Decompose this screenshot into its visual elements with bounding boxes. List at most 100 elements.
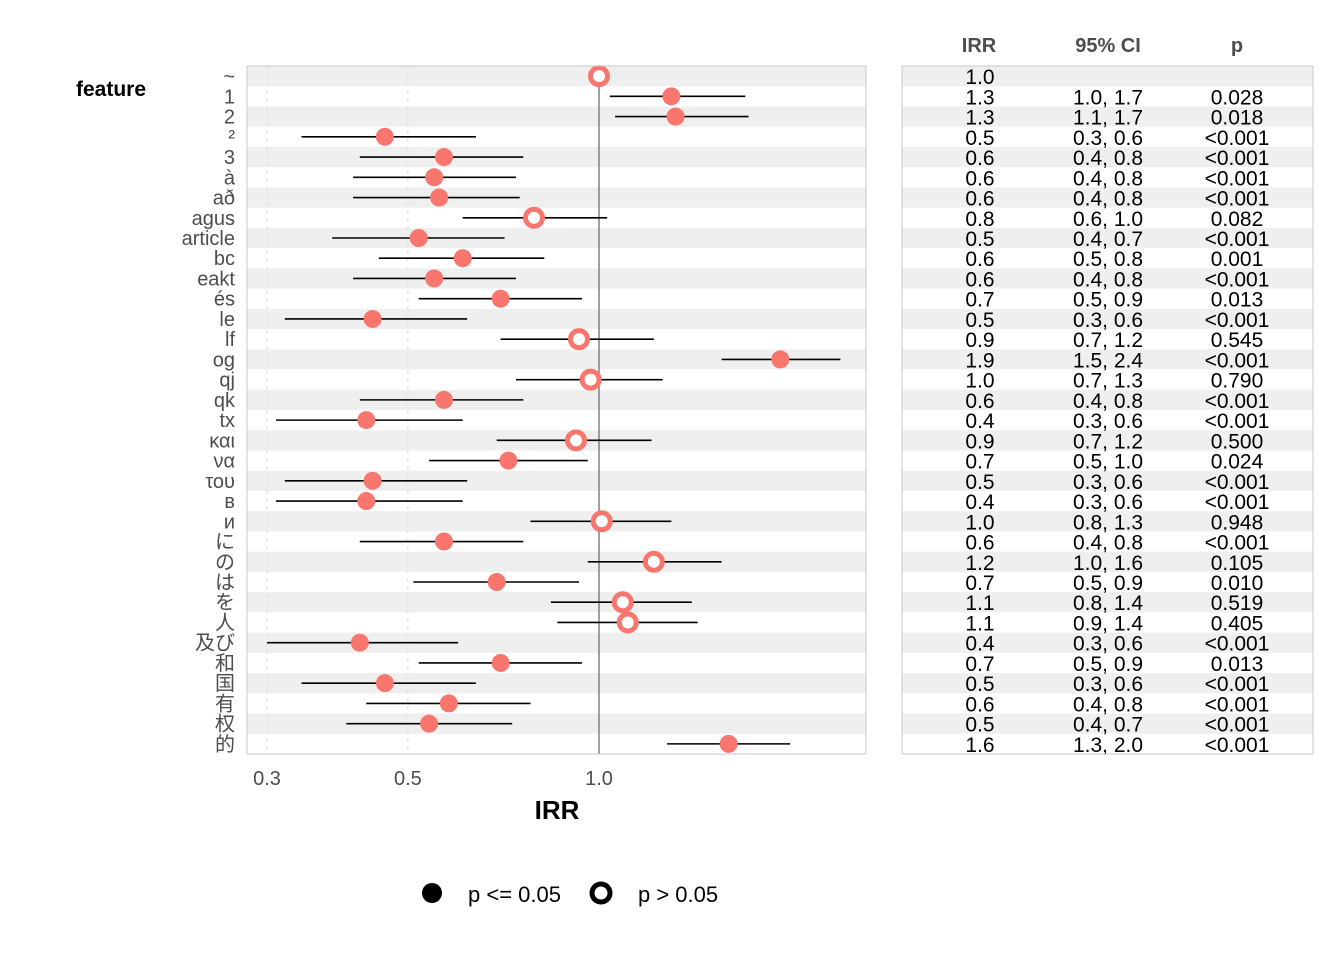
table-ci: 0.3, 0.6 xyxy=(1073,471,1143,494)
estimate-point-filled xyxy=(453,249,472,268)
feature-label: 和 xyxy=(215,652,235,675)
feature-label: 国 xyxy=(215,673,235,695)
plot-band xyxy=(247,227,866,249)
table-ci: 0.4, 0.8 xyxy=(1073,390,1143,413)
table-band xyxy=(902,673,1313,694)
table-irr: 1.0 xyxy=(965,511,994,534)
table-irr: 0.8 xyxy=(965,208,994,231)
feature-labels: ~12²3àaðagusarticlebceaktéslelfogqjqktxκ… xyxy=(182,66,236,756)
table-p: <0.001 xyxy=(1205,410,1270,433)
table-band xyxy=(902,470,1313,491)
table-irr: 1.9 xyxy=(965,349,994,372)
table-band xyxy=(902,146,1313,168)
table-p: 0.013 xyxy=(1211,653,1264,676)
table-p: 0.105 xyxy=(1211,552,1264,575)
table-band xyxy=(902,106,1313,127)
table-p: 0.519 xyxy=(1211,592,1264,615)
table-p: <0.001 xyxy=(1205,633,1270,656)
grid-lines xyxy=(266,66,409,754)
table-ci: 1.3, 2.0 xyxy=(1073,734,1143,757)
table-p: <0.001 xyxy=(1205,268,1270,291)
table-irr: 0.4 xyxy=(965,491,995,514)
estimate-point-hollow xyxy=(616,611,639,634)
legend-filled-marker xyxy=(422,883,442,903)
table-irr: 0.6 xyxy=(965,167,994,190)
table-p: 0.948 xyxy=(1211,511,1264,534)
plot-band xyxy=(247,713,866,734)
table-band xyxy=(902,268,1313,289)
feature-label: à xyxy=(224,167,236,189)
table-p: 0.790 xyxy=(1211,370,1264,393)
table-irr: 0.6 xyxy=(965,693,994,716)
table-ci: 0.7, 1.3 xyxy=(1073,370,1143,393)
table-p: 0.018 xyxy=(1211,107,1264,130)
estimate-point-hollow xyxy=(567,328,590,351)
feature-label: は xyxy=(215,572,235,594)
estimate-point-filled xyxy=(363,309,382,328)
table-irr: 0.6 xyxy=(965,188,994,211)
feature-label: qk xyxy=(214,390,236,412)
x-axis-title: IRR xyxy=(535,795,580,825)
plot-band xyxy=(247,673,866,694)
table-irr: 0.5 xyxy=(965,127,994,150)
table-p: <0.001 xyxy=(1205,147,1270,170)
legend-label-significant: p <= 0.05 xyxy=(468,882,561,907)
feature-label: és xyxy=(214,289,235,311)
table-p: 0.500 xyxy=(1211,430,1264,453)
feature-label: 权 xyxy=(215,713,235,736)
feature-label: article xyxy=(182,228,235,250)
feature-label: að xyxy=(213,188,235,210)
table-ci: 0.4, 0.7 xyxy=(1073,714,1143,737)
table-p: 0.545 xyxy=(1211,329,1264,352)
feature-label: 2 xyxy=(224,107,235,129)
table-p: <0.001 xyxy=(1205,349,1270,372)
feature-label: le xyxy=(219,309,235,331)
table-band xyxy=(902,430,1313,451)
estimate-point-filled xyxy=(487,573,506,591)
plot-band xyxy=(247,470,866,491)
estimate-point-filled xyxy=(375,127,394,146)
table-ci: 0.9, 1.4 xyxy=(1073,612,1143,635)
table-irr: 0.9 xyxy=(965,329,994,352)
table-band xyxy=(902,227,1313,249)
table-band xyxy=(902,349,1313,370)
plot-band xyxy=(247,66,866,87)
estimate-point-hollow xyxy=(611,591,634,614)
table-irr: 0.5 xyxy=(965,471,994,494)
table-irr: 0.6 xyxy=(965,268,994,291)
estimate-point-filled xyxy=(662,87,681,106)
plot-band xyxy=(247,187,866,208)
estimate-point-hollow xyxy=(522,206,545,229)
table-irr: 0.7 xyxy=(965,451,994,474)
table-p: 0.028 xyxy=(1211,86,1264,109)
estimate-point-filled xyxy=(420,714,439,733)
table-ci: 0.5, 1.0 xyxy=(1073,451,1143,474)
table-irr: 0.7 xyxy=(965,653,994,676)
legend-label-nonsignificant: p > 0.05 xyxy=(638,882,718,907)
feature-label: tx xyxy=(219,410,235,432)
table-band xyxy=(902,511,1313,532)
table-irr: 1.2 xyxy=(965,552,994,575)
x-tick-label: 0.3 xyxy=(253,768,281,790)
estimate-point-filled xyxy=(363,471,382,490)
table-header-p: p xyxy=(1231,35,1243,57)
x-tick-label: 0.5 xyxy=(394,768,422,790)
feature-label: и xyxy=(224,511,235,533)
feature-label: ² xyxy=(228,127,235,149)
table-ci: 0.3, 0.6 xyxy=(1073,491,1143,514)
table-ci: 0.3, 0.6 xyxy=(1073,309,1143,332)
table-ci: 0.4, 0.8 xyxy=(1073,147,1143,170)
table-band xyxy=(902,389,1313,410)
plot-band xyxy=(247,268,866,289)
table-panel-border xyxy=(901,65,1314,755)
table-ci: 0.3, 0.6 xyxy=(1073,673,1143,696)
table-ci: 0.6, 1.0 xyxy=(1073,208,1143,231)
table-header-irr: IRR xyxy=(962,35,997,57)
table-irr: 0.5 xyxy=(965,228,994,251)
feature-label: του xyxy=(205,471,235,493)
table-irr: 0.5 xyxy=(965,673,994,696)
feature-label: 人 xyxy=(215,611,235,634)
plot-panel-border xyxy=(246,65,867,755)
table-p: <0.001 xyxy=(1205,188,1270,211)
